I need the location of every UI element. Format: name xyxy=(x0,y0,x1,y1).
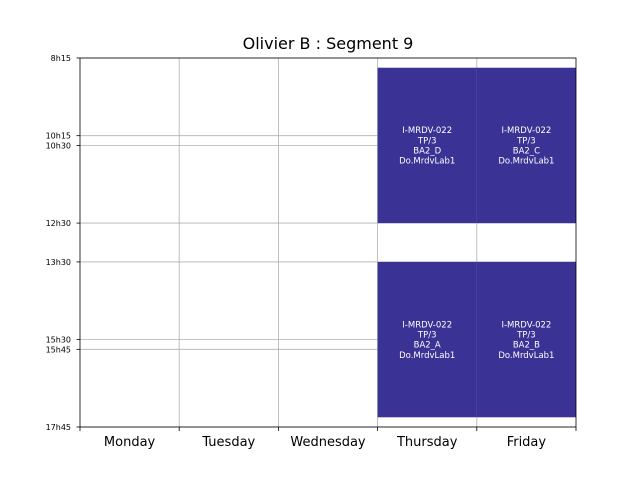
x-tick-label: Thursday xyxy=(396,435,458,450)
event-label-line: TP/3 xyxy=(417,136,437,146)
event-label-line: TP/3 xyxy=(516,136,536,146)
event-label-line: I-MRDV-022 xyxy=(501,320,551,330)
event-label-line: BA2_D xyxy=(413,146,441,156)
event-label-line: Do.MrdvLab1 xyxy=(399,157,455,167)
event-block xyxy=(476,67,576,224)
event-block xyxy=(476,261,576,418)
event-block xyxy=(377,67,477,224)
event-label-line: Do.MrdvLab1 xyxy=(399,351,455,361)
y-tick-label: 12h30 xyxy=(46,219,71,228)
event-layer: I-MRDV-022TP/3BA2_DDo.MrdvLab1I-MRDV-022… xyxy=(377,67,576,418)
event-label-line: I-MRDV-022 xyxy=(402,126,452,136)
x-tick-label: Monday xyxy=(104,435,156,450)
event-label-line: BA2_C xyxy=(513,146,540,156)
event-label-line: TP/3 xyxy=(516,331,536,341)
plot-frame xyxy=(79,57,577,428)
event-label-line: TP/3 xyxy=(417,331,437,341)
y-tick-label: 8h15 xyxy=(51,54,71,63)
event-block xyxy=(377,261,477,418)
y-tick-label: 15h45 xyxy=(46,345,71,354)
y-tick-label: 15h30 xyxy=(46,336,71,345)
chart-title: Olivier B : Segment 9 xyxy=(243,34,414,53)
x-axis: Monday Tuesday Wednesday Thursday Friday xyxy=(79,427,577,450)
y-tick-label: 10h15 xyxy=(46,132,71,141)
event-label-line: BA2_A xyxy=(414,341,441,351)
event-label-line: I-MRDV-022 xyxy=(501,126,551,136)
event-label-line: BA2_B xyxy=(513,341,540,351)
x-tick-label: Friday xyxy=(507,435,547,450)
y-tick-label: 13h30 xyxy=(46,258,71,267)
event-label-line: Do.MrdvLab1 xyxy=(498,157,554,167)
x-tick-label: Wednesday xyxy=(290,435,366,450)
event-label-line: I-MRDV-022 xyxy=(402,320,452,330)
x-tick-label: Tuesday xyxy=(201,435,255,450)
y-tick-label: 10h30 xyxy=(46,141,71,150)
event-label-line: Do.MrdvLab1 xyxy=(498,351,554,361)
y-tick-label: 17h45 xyxy=(46,423,71,432)
